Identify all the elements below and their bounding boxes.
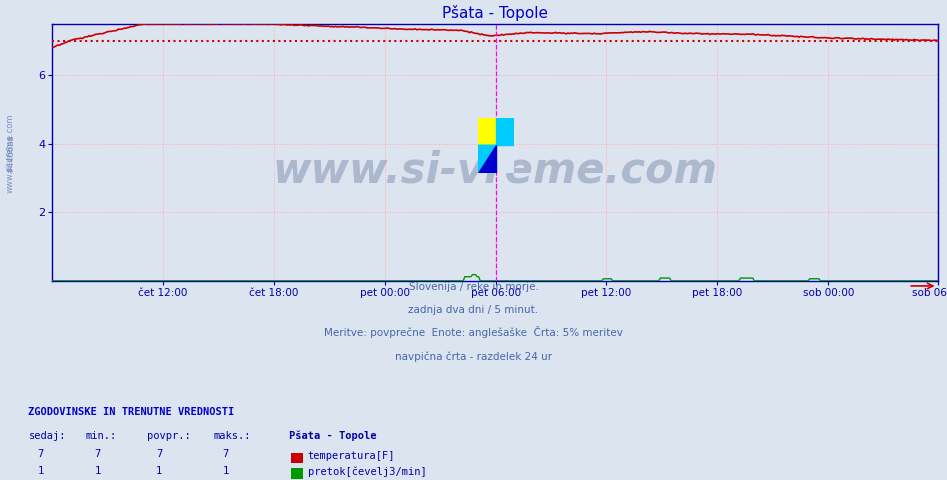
Text: sedaj:: sedaj:: [28, 431, 66, 441]
Text: 7: 7: [38, 449, 44, 459]
Bar: [478, 118, 496, 145]
Text: 1: 1: [38, 466, 44, 476]
Text: Meritve: povprečne  Enote: anglešaške  Črta: 5% meritev: Meritve: povprečne Enote: anglešaške Črt…: [324, 326, 623, 338]
Text: 1: 1: [95, 466, 100, 476]
Text: zadnja dva dni / 5 minut.: zadnja dva dni / 5 minut.: [408, 305, 539, 315]
Text: maks.:: maks.:: [213, 431, 251, 441]
Text: 1: 1: [156, 466, 162, 476]
Text: www.si-vreme.com: www.si-vreme.com: [6, 114, 15, 193]
Text: temperatura[F]: temperatura[F]: [308, 451, 395, 461]
Text: 1: 1: [223, 466, 228, 476]
Text: 7: 7: [95, 449, 100, 459]
Text: Slovenija / reke in morje.: Slovenija / reke in morje.: [408, 282, 539, 292]
Text: Pšata - Topole: Pšata - Topole: [289, 431, 376, 441]
Text: #4466aa: #4466aa: [6, 134, 15, 173]
Text: navpična črta - razdelek 24 ur: navpična črta - razdelek 24 ur: [395, 351, 552, 361]
Text: www.si-vreme.com: www.si-vreme.com: [273, 149, 717, 192]
Text: povpr.:: povpr.:: [147, 431, 190, 441]
Polygon shape: [478, 145, 496, 173]
Polygon shape: [478, 145, 496, 173]
Polygon shape: [478, 145, 514, 173]
Bar: [496, 118, 514, 145]
Text: 7: 7: [223, 449, 228, 459]
Text: 7: 7: [156, 449, 162, 459]
Text: ZGODOVINSKE IN TRENUTNE VREDNOSTI: ZGODOVINSKE IN TRENUTNE VREDNOSTI: [28, 407, 235, 417]
Text: min.:: min.:: [85, 431, 116, 441]
Title: Pšata - Topole: Pšata - Topole: [442, 5, 547, 22]
Text: pretok[čevelj3/min]: pretok[čevelj3/min]: [308, 467, 426, 477]
